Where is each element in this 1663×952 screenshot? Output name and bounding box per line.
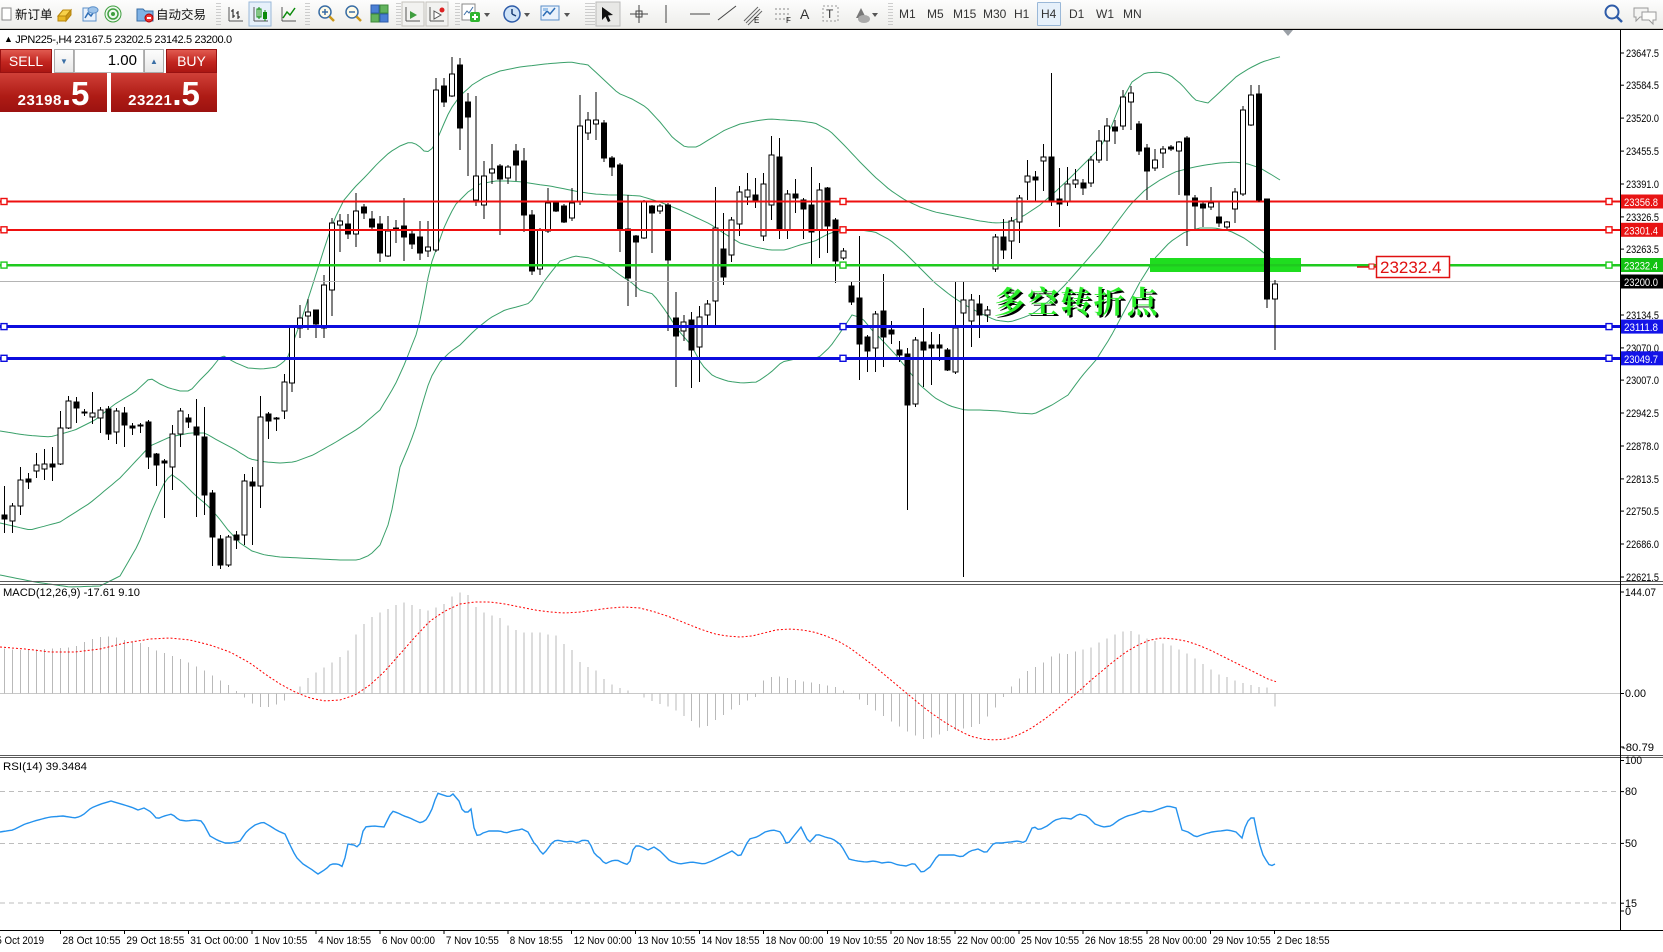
svg-text:2 Dec 18:55: 2 Dec 18:55 bbox=[1277, 935, 1330, 947]
svg-text:22750.5: 22750.5 bbox=[1626, 506, 1659, 518]
svg-text:23049.7: 23049.7 bbox=[1624, 354, 1658, 366]
svg-text:28 Oct 10:55: 28 Oct 10:55 bbox=[63, 935, 121, 947]
svg-text:-80.79: -80.79 bbox=[1622, 742, 1654, 754]
svg-text:12 Nov 00:00: 12 Nov 00:00 bbox=[574, 935, 632, 947]
svg-text:23200.0: 23200.0 bbox=[1624, 277, 1658, 289]
svg-text:80: 80 bbox=[1625, 786, 1637, 798]
svg-text:0.00: 0.00 bbox=[1625, 688, 1646, 700]
svg-text:22 Nov 00:00: 22 Nov 00:00 bbox=[957, 935, 1015, 947]
svg-text:23356.8: 23356.8 bbox=[1624, 197, 1658, 209]
svg-text:22813.5: 22813.5 bbox=[1626, 474, 1659, 486]
svg-text:RSI(14) 39.3484: RSI(14) 39.3484 bbox=[3, 761, 87, 773]
svg-text:A: A bbox=[800, 6, 810, 22]
svg-text:50: 50 bbox=[1625, 838, 1637, 850]
svg-text:23232.4: 23232.4 bbox=[1624, 261, 1658, 273]
svg-text:23263.5: 23263.5 bbox=[1626, 244, 1659, 256]
svg-text:31 Oct 00:00: 31 Oct 00:00 bbox=[190, 935, 248, 947]
svg-text:23391.0: 23391.0 bbox=[1626, 179, 1659, 191]
svg-text:14 Nov 18:55: 14 Nov 18:55 bbox=[702, 935, 760, 947]
svg-text:19 Nov 10:55: 19 Nov 10:55 bbox=[829, 935, 887, 947]
svg-text:23301.4: 23301.4 bbox=[1624, 225, 1658, 237]
svg-text:7 Nov 10:55: 7 Nov 10:55 bbox=[446, 935, 499, 947]
svg-text:23111.8: 23111.8 bbox=[1624, 322, 1658, 334]
svg-text:29 Nov 10:55: 29 Nov 10:55 bbox=[1213, 935, 1271, 947]
svg-text:T: T bbox=[826, 7, 834, 21]
svg-text:MACD(12,26,9) -17.61 9.10: MACD(12,26,9) -17.61 9.10 bbox=[3, 587, 140, 599]
svg-text:E: E bbox=[754, 16, 759, 25]
svg-text:13 Nov 10:55: 13 Nov 10:55 bbox=[638, 935, 696, 947]
svg-text:22621.5: 22621.5 bbox=[1626, 572, 1659, 584]
svg-text:1 Nov 10:55: 1 Nov 10:55 bbox=[254, 935, 307, 947]
svg-text:0: 0 bbox=[1625, 906, 1631, 918]
svg-text:6 Nov 00:00: 6 Nov 00:00 bbox=[382, 935, 435, 947]
svg-text:15: 15 bbox=[1625, 898, 1637, 910]
svg-text:29 Oct 18:55: 29 Oct 18:55 bbox=[126, 935, 184, 947]
svg-text:23455.5: 23455.5 bbox=[1626, 146, 1659, 158]
svg-text:25 Oct 2019: 25 Oct 2019 bbox=[0, 935, 44, 947]
svg-text:23584.5: 23584.5 bbox=[1626, 80, 1659, 92]
svg-text:28 Nov 00:00: 28 Nov 00:00 bbox=[1149, 935, 1207, 947]
svg-text:23326.5: 23326.5 bbox=[1626, 212, 1659, 224]
svg-text:23007.0: 23007.0 bbox=[1626, 375, 1659, 387]
svg-text:144.07: 144.07 bbox=[1625, 587, 1656, 599]
svg-text:23232.4: 23232.4 bbox=[1380, 258, 1441, 277]
svg-text:23520.0: 23520.0 bbox=[1626, 113, 1659, 125]
svg-text:8 Nov 18:55: 8 Nov 18:55 bbox=[510, 935, 563, 947]
svg-text:25 Nov 10:55: 25 Nov 10:55 bbox=[1021, 935, 1079, 947]
svg-text:22686.0: 22686.0 bbox=[1626, 539, 1659, 551]
svg-text:4 Nov 18:55: 4 Nov 18:55 bbox=[318, 935, 371, 947]
svg-text:100: 100 bbox=[1625, 755, 1642, 767]
svg-text:20 Nov 18:55: 20 Nov 18:55 bbox=[893, 935, 951, 947]
svg-text:18 Nov 00:00: 18 Nov 00:00 bbox=[765, 935, 823, 947]
svg-text:F: F bbox=[786, 16, 791, 25]
svg-text:23134.5: 23134.5 bbox=[1626, 310, 1659, 322]
svg-text:22878.0: 22878.0 bbox=[1626, 441, 1659, 453]
svg-text:22942.5: 22942.5 bbox=[1626, 408, 1659, 420]
svg-text:26 Nov 18:55: 26 Nov 18:55 bbox=[1085, 935, 1143, 947]
svg-text:23647.5: 23647.5 bbox=[1626, 48, 1659, 60]
